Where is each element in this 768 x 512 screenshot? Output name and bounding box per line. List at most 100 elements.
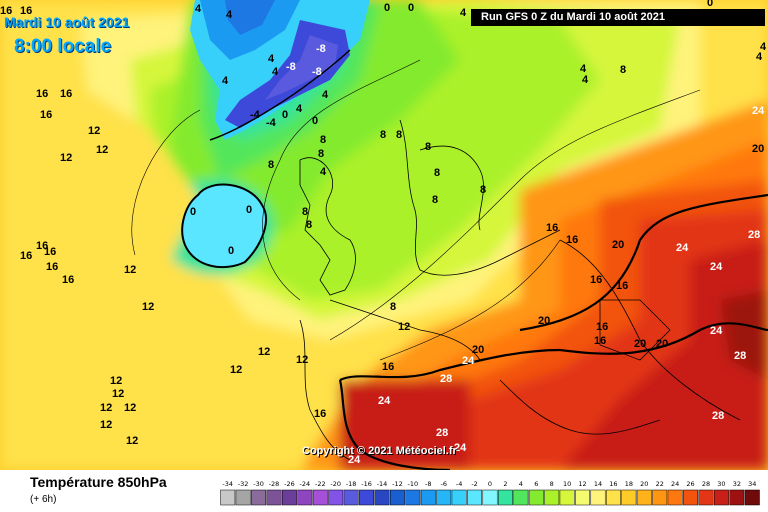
legend-swatch <box>652 489 668 506</box>
isotherm-label: -4 <box>266 117 277 129</box>
isotherm-label: 8 <box>320 134 326 146</box>
legend-tick-label: -28 <box>269 480 280 488</box>
legend-swatch <box>683 489 699 506</box>
legend-swatch <box>251 489 267 506</box>
isotherm-label: 16 <box>616 280 628 292</box>
legend-tick-label: -16 <box>361 480 372 488</box>
legend-swatch <box>266 489 282 506</box>
isotherm-label: 4 <box>322 89 329 101</box>
isotherm-label: 12 <box>258 346 270 358</box>
isotherm-label: -8 <box>316 43 326 55</box>
isotherm-label: 0 <box>228 245 234 257</box>
legend-tick-label: 32 <box>733 480 741 488</box>
isotherm-label: 24 <box>710 261 723 273</box>
legend-swatch <box>544 489 560 506</box>
legend-tick-label: -6 <box>440 480 446 488</box>
isotherm-label: 8 <box>396 129 402 141</box>
legend-tick-label: 2 <box>503 480 507 488</box>
isotherm-label: 4 <box>582 74 589 86</box>
isotherm-label: 16 <box>36 88 48 100</box>
legend-swatch <box>590 489 606 506</box>
forecast-date: Mardi 10 août 2021 <box>4 14 130 30</box>
isotherm-label: 12 <box>230 364 242 376</box>
isotherm-label: 4 <box>272 66 279 78</box>
isotherm-label: 20 <box>656 338 668 350</box>
isotherm-label: 24 <box>710 325 723 337</box>
isotherm-label: 0 <box>707 0 713 9</box>
legend-tick-label: -4 <box>456 480 462 488</box>
legend-tick-label: -2 <box>471 480 477 488</box>
isotherm-label: 12 <box>296 354 308 366</box>
legend-tick-label: 30 <box>717 480 725 488</box>
legend-swatch <box>713 489 729 506</box>
isotherm-label: 12 <box>60 152 72 164</box>
isotherm-label: 24 <box>462 355 475 367</box>
legend-tick-label: -24 <box>300 480 311 488</box>
legend-tick-label: 28 <box>702 480 710 488</box>
legend-tick-label: -12 <box>392 480 403 488</box>
legend-swatch <box>281 489 297 506</box>
legend-swatch <box>297 489 313 506</box>
legend-tick-label: 0 <box>488 480 492 488</box>
legend-tick-label: 4 <box>519 480 523 488</box>
isotherm-label: 16 <box>590 274 602 286</box>
isotherm-label: 0 <box>384 2 390 14</box>
legend-swatch <box>467 489 483 506</box>
isotherm-label: 12 <box>100 419 112 431</box>
isotherm-label: 4 <box>756 51 763 63</box>
legend-tick-label: -20 <box>330 480 341 488</box>
isotherm-label: 16 <box>382 361 394 373</box>
legend-swatch <box>451 489 467 506</box>
isotherm-label: 16 <box>36 240 48 252</box>
legend-swatch <box>436 489 452 506</box>
isotherm-label: 12 <box>100 402 112 414</box>
legend-swatch <box>420 489 436 506</box>
parameter-title: Température 850hPa <box>30 474 167 490</box>
isotherm-label: 8 <box>425 141 431 153</box>
legend-tick-label: -22 <box>315 480 326 488</box>
legend-tick-label: 20 <box>640 480 648 488</box>
legend-tick-label: 22 <box>656 480 664 488</box>
isotherm-label: -4 <box>250 109 261 121</box>
isotherm-label: 12 <box>124 402 136 414</box>
isotherm-label: 20 <box>612 239 624 251</box>
isotherm-label: 16 <box>594 335 606 347</box>
isotherm-label: 12 <box>126 435 138 447</box>
isotherm-label: 16 <box>44 246 56 258</box>
legend-swatch <box>359 489 375 506</box>
legend-swatch <box>497 489 513 506</box>
color-scale-legend: -34 -32 -30 -28 -26 -24 -22 -20 -18 -16 -14 -12 -10-… <box>220 480 760 506</box>
isotherm-label: 4 <box>222 75 229 87</box>
isotherm-label: 16 <box>62 274 74 286</box>
isotherm-label: 20 <box>752 143 764 155</box>
legend-tick-label: 26 <box>686 480 694 488</box>
legend-swatch <box>636 489 652 506</box>
isotherm-label: 0 <box>282 109 288 121</box>
isotherm-label: 20 <box>472 344 484 356</box>
isotherm-label: 16 <box>596 321 608 333</box>
isotherm-label: 16 <box>20 5 32 17</box>
legend-swatch <box>220 489 236 506</box>
isotherm-label: 8 <box>434 167 440 179</box>
isotherm-label: 24 <box>676 242 689 254</box>
isotherm-label: 20 <box>538 315 550 327</box>
isotherm-label: 4 <box>226 9 233 21</box>
legend-swatch <box>729 489 745 506</box>
legend-tick-label: -18 <box>346 480 357 488</box>
legend-tick-label: 14 <box>594 480 602 488</box>
isotherm-label: 16 <box>0 5 12 17</box>
legend-swatch <box>235 489 251 506</box>
legend-tick-label: -14 <box>377 480 388 488</box>
legend-tick-label: -30 <box>253 480 264 488</box>
isotherm-label: 24 <box>752 105 765 117</box>
isotherm-label: 4 <box>460 7 467 19</box>
legend-tick-label: 18 <box>625 480 633 488</box>
legend-tick-label: -8 <box>425 480 431 488</box>
legend-swatch <box>559 489 575 506</box>
legend-swatch <box>621 489 637 506</box>
legend-swatch <box>667 489 683 506</box>
legend-swatch <box>528 489 544 506</box>
isotherm-label: 4 <box>195 3 202 15</box>
